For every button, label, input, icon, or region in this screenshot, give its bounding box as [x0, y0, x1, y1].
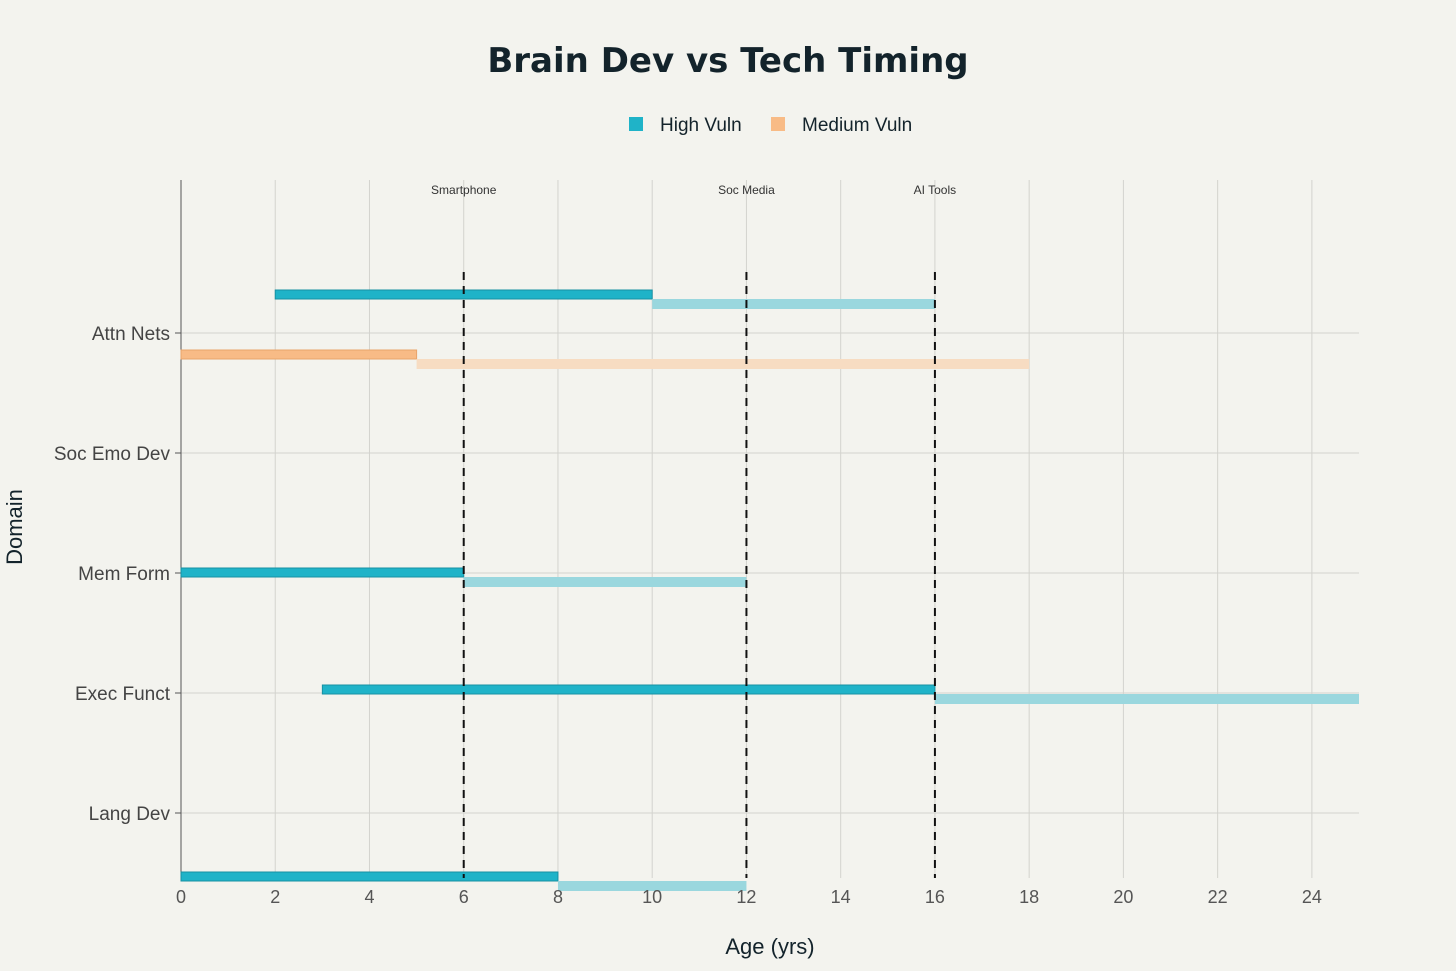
x-axis-title: Age (yrs) [725, 934, 814, 959]
y-axis-labels: Attn Nets Soc Emo Dev Mem Form Exec Funct La… [54, 324, 171, 825]
x-tick-label: 10 [642, 887, 662, 907]
y-tick-label: Exec Funct [75, 684, 171, 705]
chart-title: Brain Dev vs Tech Timing [487, 41, 968, 81]
x-tick-label: 20 [1113, 887, 1133, 907]
bar-extended [557, 881, 747, 891]
y-tick-label: Lang Dev [89, 804, 171, 825]
bars [180, 289, 1359, 891]
x-tick-label: 0 [176, 887, 186, 907]
x-tick-label: 14 [831, 887, 851, 907]
bar-extended [463, 577, 747, 587]
legend-swatch-medium [771, 117, 785, 131]
legend-swatch-high [629, 117, 643, 131]
x-axis-ticks: 0 2 4 6 8 10 12 14 16 18 20 22 24 [176, 887, 1322, 907]
x-tick-label: 4 [364, 887, 374, 907]
x-tick-label: 24 [1302, 887, 1322, 907]
annotation-label: Soc Media [718, 183, 775, 197]
x-tick-label: 8 [553, 887, 563, 907]
bar-extended [652, 299, 935, 309]
grid [175, 180, 1359, 878]
legend: High Vuln Medium Vuln [629, 115, 912, 136]
y-tick-label: Attn Nets [92, 324, 170, 345]
x-tick-label: 22 [1208, 887, 1228, 907]
bar-critical [180, 567, 465, 578]
bar-critical [180, 349, 418, 360]
y-tick-label: Mem Form [78, 564, 170, 585]
bar-critical [321, 684, 936, 695]
annotation-label: Smartphone [431, 183, 497, 197]
x-tick-label: 2 [270, 887, 280, 907]
legend-label-high: High Vuln [660, 115, 742, 136]
y-axis-title: Domain [2, 489, 27, 565]
x-tick-label: 16 [925, 887, 945, 907]
x-tick-label: 12 [736, 887, 756, 907]
bar-extended [416, 359, 1030, 369]
x-tick-label: 6 [459, 887, 469, 907]
y-tick-label: Soc Emo Dev [54, 444, 171, 465]
x-tick-label: 18 [1019, 887, 1039, 907]
legend-label-medium: Medium Vuln [802, 115, 912, 136]
annotation-label: AI Tools [914, 183, 956, 197]
bar-extended [934, 694, 1359, 704]
bar-critical [180, 871, 559, 882]
annotations: Smartphone Soc Media AI Tools [431, 183, 956, 878]
